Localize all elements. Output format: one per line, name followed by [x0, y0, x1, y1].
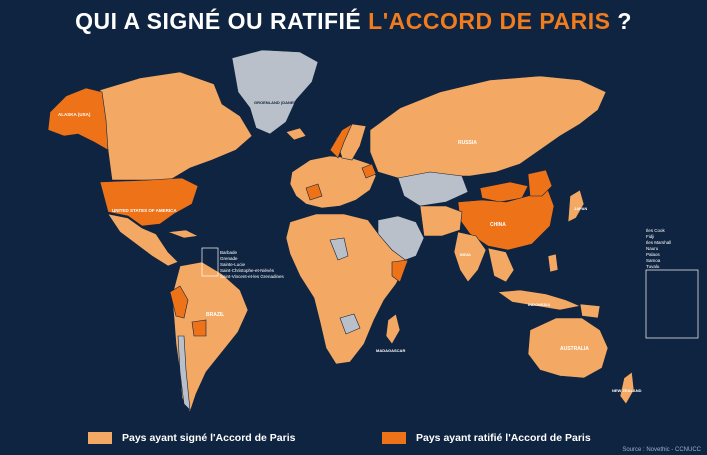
- world-map: ALASKA (USA) GROENLAND (DANEMARK) UNITED…: [47, 49, 699, 413]
- north-africa-unsigned: [329, 237, 349, 261]
- source-credit: Source : Novethic - CCNUCC: [622, 447, 701, 453]
- south-east-asia: [487, 247, 515, 283]
- title-part-3: ?: [610, 8, 632, 34]
- philippines: [547, 253, 559, 273]
- southern-africa-unsigned: [339, 313, 361, 335]
- pacific-item: Fidji: [646, 234, 654, 239]
- label-japan: JAPAN: [574, 206, 587, 211]
- label-new-zealand: NEW ZEALAND: [612, 388, 642, 393]
- china: [457, 189, 555, 251]
- europe: [289, 155, 377, 209]
- south-west-asia: [419, 205, 463, 237]
- papua-new-guinea: [579, 303, 601, 319]
- label-brazil: BRAZIL: [206, 312, 224, 318]
- usa: [99, 177, 199, 227]
- caribbean-item: Barbade: [220, 250, 238, 255]
- label-india: INDIA: [460, 252, 471, 257]
- chile: [177, 335, 191, 411]
- legend-signed-label: Pays ayant signé l'Accord de Paris: [122, 432, 296, 444]
- pacific-inset-box: [645, 269, 699, 339]
- title-highlight: L'ACCORD DE PARIS: [368, 8, 611, 34]
- legend-ratified-swatch: [382, 432, 406, 444]
- africa: [285, 213, 409, 365]
- pacific-item: Nauru: [646, 246, 659, 251]
- page-title: QUI A SIGNÉ OU RATIFIÉ L'ACCORD DE PARIS…: [0, 8, 707, 35]
- russia: [369, 75, 607, 181]
- pacific-item: Tuvalu: [646, 264, 660, 269]
- legend-ratified: Pays ayant ratifié l'Accord de Paris: [382, 432, 591, 444]
- pacific-item: Iles Cook: [646, 228, 666, 233]
- caribbean-item: Saint-Vincent-et-les Grenadines: [220, 274, 284, 279]
- caribbean-item: Sainte-Lucie: [220, 262, 246, 267]
- norway: [329, 123, 353, 159]
- label-greenland: GROENLAND (DANEMARK): [254, 100, 308, 105]
- new-zealand: [619, 371, 635, 405]
- legend-signed: Pays ayant signé l'Accord de Paris: [88, 432, 296, 444]
- india: [453, 231, 487, 283]
- pacific-item: Iles Marshall: [646, 240, 671, 245]
- iceland: [285, 127, 307, 141]
- north-east-asia: [527, 169, 553, 197]
- legend-signed-swatch: [88, 432, 112, 444]
- greenland: [231, 49, 319, 135]
- japan: [567, 189, 585, 223]
- label-madagascar: MADAGASCAR: [376, 348, 405, 353]
- central-asia: [397, 171, 469, 207]
- somalia: [391, 259, 409, 283]
- pacific-item: Samoa: [646, 258, 661, 263]
- pacific-list: Iles Cook Fidji Iles Marshall Nauru Pala…: [646, 228, 671, 269]
- caribbean-item: Grenade: [220, 256, 238, 261]
- label-usa: UNITED STATES OF AMERICA: [112, 208, 177, 213]
- canada: [99, 71, 253, 181]
- caribbean-list: Barbade Grenade Sainte-Lucie Saint-Chris…: [220, 250, 284, 279]
- legend-ratified-label: Pays ayant ratifié l'Accord de Paris: [416, 432, 591, 444]
- label-alaska: ALASKA (USA): [58, 112, 91, 117]
- madagascar: [385, 313, 401, 345]
- title-part-1: QUI A SIGNÉ OU RATIFIÉ: [75, 8, 369, 34]
- caribbean-item: Saint-Christophe-et-Niévès: [220, 268, 275, 273]
- indonesia: [497, 289, 582, 311]
- pacific-item: Palaos: [646, 252, 661, 257]
- peru: [169, 285, 189, 319]
- label-russia: RUSSIA: [458, 140, 477, 146]
- caribbean-inset-box: [201, 247, 219, 277]
- label-australia: AUSTRALIA: [560, 346, 589, 352]
- label-china: CHINA: [490, 222, 506, 228]
- south-america: [171, 261, 249, 413]
- mexico-central-america: [107, 213, 179, 267]
- france: [305, 183, 323, 201]
- caribbean-islands: [167, 229, 199, 239]
- belarus: [361, 163, 377, 179]
- bolivia: [191, 319, 207, 337]
- alaska: [47, 87, 109, 151]
- australia: [527, 317, 609, 379]
- label-indonesia: INDONESIA: [528, 302, 550, 307]
